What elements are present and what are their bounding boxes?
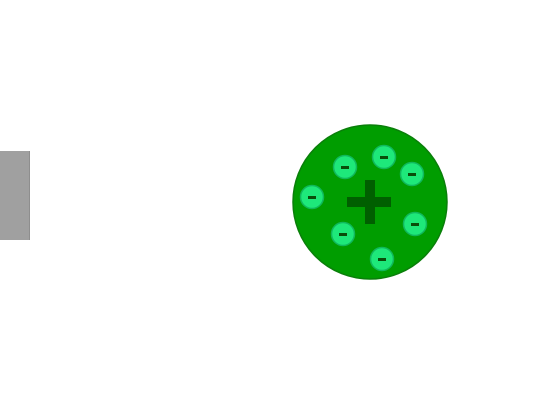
gray-plate[interactable] xyxy=(0,151,30,240)
plus-sign-icon xyxy=(347,180,391,224)
minus-sign-icon xyxy=(408,173,416,176)
electron[interactable] xyxy=(402,211,428,237)
electron[interactable] xyxy=(399,161,425,187)
minus-sign-icon xyxy=(380,156,388,159)
atom[interactable] xyxy=(292,124,448,280)
electron[interactable] xyxy=(369,246,395,272)
minus-sign-icon xyxy=(341,166,349,169)
minus-sign-icon xyxy=(378,258,386,261)
minus-sign-icon xyxy=(339,233,347,236)
electron[interactable] xyxy=(299,184,325,210)
electron[interactable] xyxy=(371,144,397,170)
minus-sign-icon xyxy=(308,196,316,199)
electron[interactable] xyxy=(332,154,358,180)
minus-sign-icon xyxy=(411,223,419,226)
electron[interactable] xyxy=(330,221,356,247)
